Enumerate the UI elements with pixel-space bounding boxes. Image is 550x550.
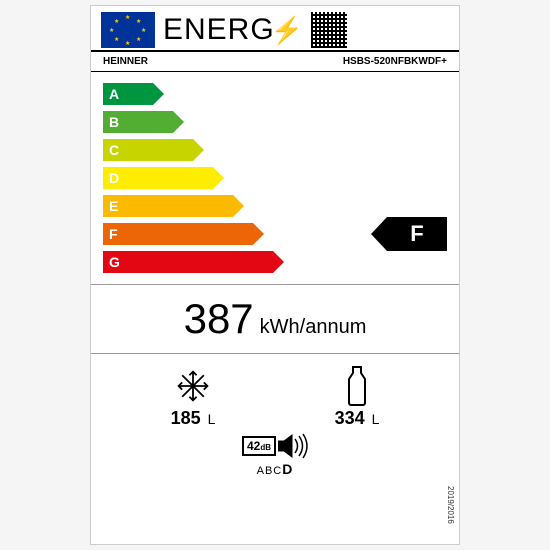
- fridge-spec: 334 L: [335, 364, 380, 429]
- noise-unit: dB: [260, 443, 271, 452]
- snowflake-icon: [171, 364, 216, 408]
- scale-row-f: FF: [103, 222, 447, 246]
- freezer-value: 185: [171, 408, 201, 428]
- speaker-icon: 42dB: [242, 433, 308, 459]
- qr-code-icon: [311, 12, 347, 48]
- header: ★ ★ ★ ★ ★ ★ ★ ★ ENERG⚡: [91, 6, 459, 52]
- noise-class-active: D: [282, 461, 293, 477]
- efficiency-scale: ABCDE FF G: [91, 72, 459, 285]
- bolt-icon: ⚡: [271, 15, 303, 45]
- fridge-unit: L: [372, 411, 380, 427]
- brand-name: HEINNER: [103, 56, 148, 67]
- rating-pointer: F: [371, 217, 447, 251]
- noise-value: 42: [247, 439, 260, 453]
- scale-row-g: G: [103, 250, 447, 274]
- consumption-unit: kWh/annum: [260, 316, 367, 338]
- scale-row-d: D: [103, 166, 447, 190]
- scale-row-e: E: [103, 194, 447, 218]
- bottle-icon: [335, 364, 380, 408]
- freezer-unit: L: [208, 411, 216, 427]
- noise-class: ABCD: [91, 461, 459, 477]
- annual-consumption: 387 kWh/annum: [91, 285, 459, 354]
- noise-spec: 42dB ABCD: [91, 433, 459, 485]
- scale-row-a: A: [103, 82, 447, 106]
- scale-row-c: C: [103, 138, 447, 162]
- consumption-value: 387: [184, 295, 254, 342]
- eu-flag-icon: ★ ★ ★ ★ ★ ★ ★ ★: [101, 12, 155, 48]
- energy-title: ENERG⚡: [163, 13, 303, 47]
- specs-row: 185 L 334 L: [91, 354, 459, 433]
- meta-row: HEINNER HSBS-520NFBKWDF+: [91, 52, 459, 72]
- freezer-spec: 185 L: [171, 364, 216, 429]
- energy-label: ★ ★ ★ ★ ★ ★ ★ ★ ENERG⚡ HEINNER HSBS-520N…: [90, 5, 460, 545]
- fridge-value: 334: [335, 408, 365, 428]
- regulation-ref: 2019/2016: [446, 486, 455, 524]
- scale-row-b: B: [103, 110, 447, 134]
- model-number: HSBS-520NFBKWDF+: [343, 56, 447, 67]
